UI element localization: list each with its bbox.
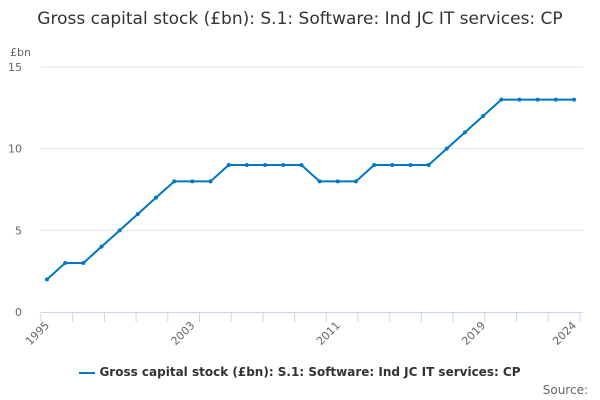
data-point xyxy=(408,163,413,167)
data-point xyxy=(353,179,358,184)
data-point xyxy=(517,97,522,102)
data-point xyxy=(117,228,122,233)
data-point xyxy=(81,261,86,265)
data-point xyxy=(499,97,504,102)
y-axis-label: £bn xyxy=(10,46,31,59)
data-point xyxy=(99,244,104,249)
data-point xyxy=(535,97,540,102)
data-point xyxy=(572,97,576,102)
data-point xyxy=(481,114,486,118)
chart-title: Gross capital stock (£bn): S.1: Software… xyxy=(37,9,563,29)
data-point xyxy=(226,163,231,167)
data-point xyxy=(263,163,268,167)
data-point xyxy=(281,163,286,167)
data-point xyxy=(45,277,49,282)
data-point xyxy=(462,130,467,135)
y-tick-label: 10 xyxy=(8,143,22,156)
data-point xyxy=(172,179,177,184)
data-point xyxy=(444,146,449,151)
data-point xyxy=(63,261,68,265)
legend-item[interactable]: Gross capital stock (£bn): S.1: Software… xyxy=(0,365,600,379)
x-tick-label: 1995 xyxy=(23,319,52,348)
data-point xyxy=(154,195,159,200)
source-label: Source: xyxy=(542,383,588,397)
y-tick-label: 15 xyxy=(8,61,22,74)
data-point xyxy=(299,163,304,167)
data-point xyxy=(553,97,558,102)
data-point xyxy=(317,179,322,184)
legend-label: Gross capital stock (£bn): S.1: Software… xyxy=(99,365,521,379)
y-tick-label: 0 xyxy=(15,306,22,319)
data-point xyxy=(135,212,140,216)
x-tick-label: 2024 xyxy=(550,319,579,348)
y-tick-label: 5 xyxy=(15,224,22,237)
data-point xyxy=(372,163,377,167)
data-point xyxy=(426,163,431,167)
x-tick-label: 2003 xyxy=(169,319,198,348)
x-tick-label: 2019 xyxy=(459,319,488,348)
legend-line-symbol xyxy=(79,371,96,374)
x-tick-label: 2011 xyxy=(314,319,343,348)
data-point xyxy=(335,179,340,184)
data-point xyxy=(244,163,249,167)
series-line xyxy=(46,98,574,281)
data-point xyxy=(208,179,213,184)
data-point xyxy=(390,163,395,167)
data-point xyxy=(190,179,195,184)
